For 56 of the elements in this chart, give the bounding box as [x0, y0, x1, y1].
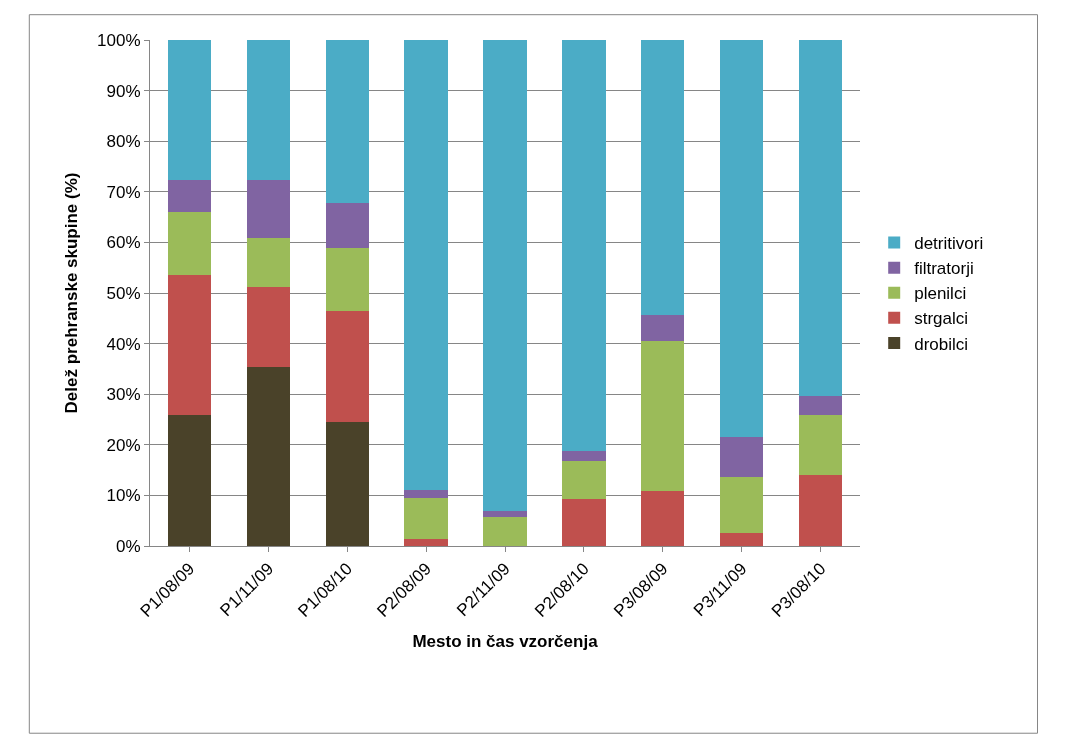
bar [719, 532, 764, 546]
bar [562, 460, 606, 499]
bar [562, 40, 606, 452]
y-axis-title: Delež prehranske skupine (%) [61, 172, 81, 414]
legend-label: drobilci [914, 334, 969, 354]
y-tick-label: 60% [106, 233, 141, 253]
legend-label: filtratorji [914, 259, 974, 279]
bar [404, 538, 448, 546]
bar [167, 40, 212, 180]
y-tick-label: 40% [106, 334, 141, 354]
bar [404, 497, 448, 539]
bar [641, 491, 685, 546]
y-tick-label: 0% [116, 536, 141, 556]
bar [641, 340, 685, 492]
bar [325, 422, 369, 546]
y-tick-label: 80% [106, 132, 141, 152]
bar [483, 517, 527, 546]
legend-label: detritivori [914, 234, 984, 254]
bar [719, 477, 764, 533]
bar [325, 311, 369, 423]
bar [246, 287, 291, 368]
bar [246, 40, 291, 180]
y-tick-label: 30% [106, 385, 141, 405]
bar [562, 498, 606, 546]
bar [167, 211, 212, 275]
bar [798, 475, 843, 546]
legend-label: strgalci [914, 309, 969, 329]
bar [641, 315, 685, 341]
y-tick-label: 50% [106, 283, 141, 303]
bar [404, 40, 448, 491]
bar [641, 40, 685, 316]
bar [246, 237, 291, 288]
x-axis-title: Mesto in čas vzorčenja [412, 632, 599, 652]
bar [798, 40, 843, 397]
bar [798, 396, 843, 416]
bar [719, 437, 764, 478]
bar [483, 40, 527, 512]
bar [404, 490, 448, 498]
bar [562, 451, 606, 461]
bar [325, 40, 369, 204]
bar [167, 274, 212, 416]
bar [246, 179, 291, 238]
bar [798, 415, 843, 476]
bar [719, 40, 764, 438]
bar [483, 511, 527, 518]
y-tick-label: 10% [106, 486, 141, 506]
bar [325, 203, 369, 249]
bar [167, 415, 212, 546]
y-tick-label: 90% [106, 81, 141, 101]
bar [325, 248, 369, 312]
y-tick-label: 20% [106, 435, 141, 455]
y-tick-label: 100% [97, 30, 141, 50]
y-tick-label: 70% [106, 182, 141, 202]
legend-label: plenilci [914, 284, 967, 304]
bar [167, 179, 212, 212]
bar [246, 367, 291, 546]
